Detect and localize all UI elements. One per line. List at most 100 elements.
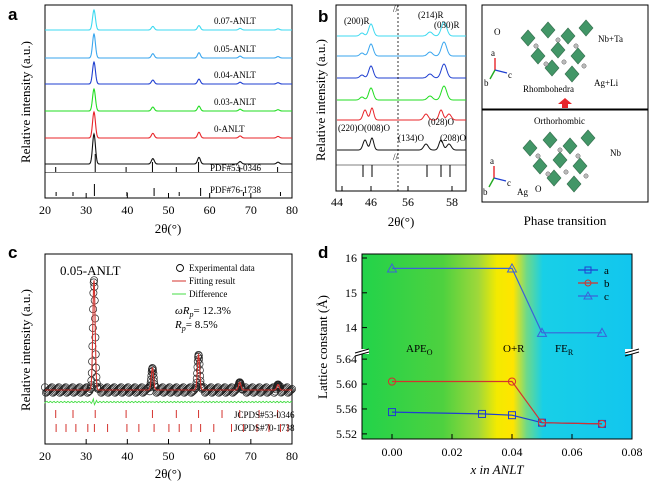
panel-a-tick-20: 20 [39,203,51,217]
structure-label-Nb: Nb [610,148,621,158]
rhombo-atom-0 [533,43,539,49]
ortho-atom-1 [557,147,563,153]
legend-marker-c [583,290,593,300]
structure-label-orthorhombic: Orthorhombic [534,116,585,126]
legend-label-c: c [604,291,609,303]
panel-d-xtick-0: 0.00 [382,445,403,459]
panel-d-frame [361,253,633,440]
region-fe: FER [555,343,574,357]
panel-d-uytick-15: 15 [345,286,357,300]
axis-triad-top: a c b [484,48,512,88]
panel-d-xtick-1: 0.02 [442,445,463,459]
panel-c-exp-point-44 [84,387,93,396]
rhombo-atom-5 [581,63,587,69]
panel-d-point-b-0 [387,377,397,386]
panel-a-xrd: 0.07-ANLT 0.05-ANLT 0.04-ANLT 0.03-ANLT 0-AN… [18,4,298,236]
panel-b-xrd-zoom: // // (200)R (214)R (030)R (220)O(008)O … [313,4,649,229]
panel-d-background [362,254,632,439]
structure-label-O-top: O [494,27,501,37]
panel-d-xtick-4: 0.08 [622,445,643,459]
panel-d-point-b-2 [537,418,547,427]
panel-c-refinement: 20 30 40 50 60 70 80 0.05-ANLT Experimental da… [18,253,298,481]
rhombo-octahedron-2 [560,27,576,45]
peak-label-030R: (030)R [434,20,460,30]
panel-b-xlabel: 2θ(°) [388,214,415,229]
panel-d-point-b-3 [597,419,607,429]
panel-d-point-a-0 [388,408,396,417]
structure-rhombohedral-box [481,4,649,110]
panel-a-series-2 [45,60,292,85]
panel-d-lytick-1: 5.56 [336,402,357,416]
rhombo-octahedron-8 [564,65,580,83]
rhombo-atom-2 [573,43,579,49]
panel-a-series-5 [45,132,292,165]
panel-b-series-0 [337,21,466,37]
phase-transition-caption: Phase transition [524,213,607,228]
panel-a-series-labels: 0.07-ANLT 0.05-ANLT 0.04-ANLT 0.03-ANLT 0-AN… [210,16,262,195]
panel-a-series-4 [45,110,292,139]
panel-a-series-label-0: 0.07-ANLT [214,16,256,26]
panel-d-line-b [392,380,603,425]
rhombo-atom-1 [555,37,561,43]
panel-b-tick-56: 56 [402,195,414,209]
panel-d-legend: abc [578,265,610,303]
svg-text:c: c [507,178,511,188]
ortho-atom-2 [575,153,581,159]
panel-a-series-label-4: 0-ANLT [214,124,245,134]
ortho-octahedron-4 [532,157,548,175]
svg-text:b: b [483,187,488,197]
peak-label-214R: (214)R [418,10,444,20]
panel-d-xtick-2: 0.04 [502,445,523,459]
panel-b-series-2 [337,63,466,79]
panel-a-tick-80: 80 [286,203,298,217]
ortho-octahedron-8 [566,175,582,193]
structure-orthorhombic-box [481,109,649,203]
panel-a-x-ticks: 20 30 40 50 60 70 80 [39,193,298,217]
region-ape: APEO [406,343,433,357]
panel-c-reference-sticks [55,410,289,432]
panel-c-tick-70: 70 [245,449,257,463]
panel-d-lytick-2: 5.60 [336,377,357,391]
panel-d-point-b-1 [507,377,517,386]
rhombo-octahedron-6 [570,47,586,65]
ortho-atom-0 [535,153,541,159]
panel-letter-c: c [8,243,17,262]
ortho-octahedron-6 [572,157,588,175]
structure-schematic: O Nb+Ta Ag+Li Rhombohedra Orthorhombic N… [481,4,649,228]
ortho-atom-3 [545,171,551,177]
panel-b-tick-44: 44 [331,195,343,209]
phase-transition-arrow-icon [558,98,572,104]
panel-c-legend: Experimental data Fitting result Differe… [172,263,255,299]
structure-label-rhombohedra: Rhombohedra [523,84,574,94]
panel-d-xlabel: x in ANLT [470,462,525,477]
panel-c-title: 0.05-ANLT [60,263,121,278]
ref-label-c-53: JCPDS#53-0346 [234,410,295,420]
legend-label-b: b [604,278,610,290]
panel-letter-b: b [318,7,328,26]
panel-a-xlabel: 2θ(°) [155,221,182,236]
panel-d-lytick-3: 5.64 [336,352,357,366]
region-o-r: O+R [503,343,525,355]
panel-a-tick-30: 30 [80,203,92,217]
structure-label-O-bottom: O [535,184,542,194]
panel-b-ylabel: Relative intensity (a.u.) [313,39,328,161]
legend-exp-marker [176,264,184,272]
panel-a-ylabel: Relative intensity (a.u.) [18,41,33,163]
panel-c-x-ticks: 20 30 40 50 60 70 80 [39,439,298,463]
panel-c-exp-point-297 [285,387,293,396]
panel-d-ylabel: Lattice constant (Å) [315,295,330,399]
panel-d-point-c-2 [536,327,548,337]
panel-b-break-top: // [393,4,399,14]
rhombo-octahedron-3 [578,19,594,37]
panel-a-tick-70: 70 [245,203,257,217]
panel-d-series-group [386,262,608,429]
peak-label-220O: (220)O(008)O [338,123,390,133]
panel-d-point-a-2 [508,411,516,420]
panel-d-lytick-0: 5.52 [336,427,357,441]
panel-c-data [41,276,296,407]
panel-c-exp-point-226 [229,387,238,396]
panel-b-tick-46: 46 [365,195,377,209]
panel-b-series-3 [337,85,466,101]
orthorhombic-crystal [522,129,596,193]
